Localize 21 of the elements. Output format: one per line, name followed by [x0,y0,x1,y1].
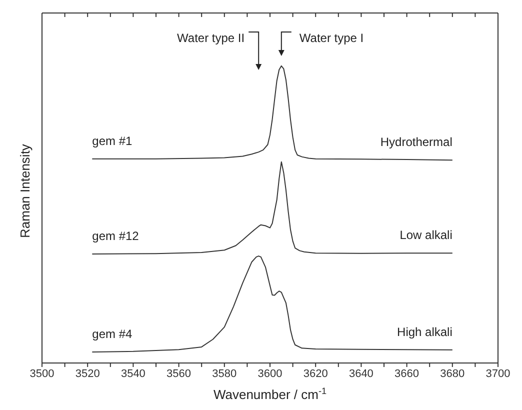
x-tick-label: 3620 [303,368,328,380]
series-label: gem #4 [92,327,133,342]
x-tick-label: 3540 [120,368,146,380]
x-tick-label: 3500 [30,368,54,380]
annotation: High alkali [397,324,452,339]
y-axis-title: Raman Intensity [18,144,33,238]
x-tick-label: 3700 [486,368,510,380]
x-tick-label: 3680 [440,368,465,380]
x-tick-label: 3600 [258,368,282,380]
annotation: Low alkali [400,228,452,242]
x-axis-title: Wavenumber / cm$^{-1}$ [213,386,327,402]
x-tick-label: 3520 [75,368,100,380]
x-tick-label: 3640 [348,368,374,380]
series-label: gem #12 [92,228,140,243]
x-tick-label: 3660 [394,368,420,380]
text: Water type II [177,31,245,45]
series-label: gem #1 [92,134,133,148]
x-tick-label: 3560 [166,368,192,380]
annotation: Hydrothermal [380,135,452,150]
text: Water type I [299,31,364,45]
x-tick-label: 3580 [212,368,237,380]
